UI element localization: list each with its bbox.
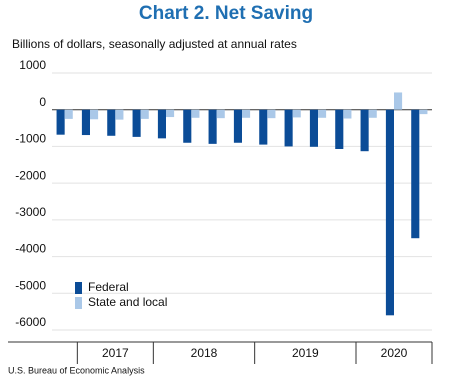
bar [242,109,251,118]
y-tick-label: -2000 [15,168,46,182]
bar [157,109,166,139]
x-group-label: 2017 [102,346,129,360]
bar [183,109,192,143]
y-tick-label: -4000 [15,242,46,256]
source: U.S. Bureau of Economic Analysis [8,365,145,375]
y-tick-label: -1000 [15,132,46,146]
bar [411,109,420,239]
bar [191,109,200,118]
bar [385,109,394,316]
y-tick-label: -5000 [15,278,46,292]
bar [208,109,217,144]
bar [419,109,428,115]
x-group-label: 2018 [191,346,218,360]
bar [360,109,369,152]
bar [309,109,318,147]
legend-label: State and local [88,295,167,309]
bar [259,109,268,145]
legend-label: Federal [88,280,129,294]
y-tick-label: 0 [39,95,46,109]
bar [292,109,301,118]
bar [107,109,116,136]
chart-subtitle: Billions of dollars, seasonally adjusted… [12,37,297,51]
x-group-label: 2020 [381,346,408,360]
legend-swatch [75,297,82,309]
bar [335,109,344,149]
bar [284,109,293,147]
y-tick-label: 1000 [19,58,46,72]
chart-title: Chart 2. Net Saving [139,3,313,24]
x-group-label: 2019 [292,346,319,360]
legend-swatch [75,282,82,294]
bar [233,109,242,143]
bar [81,109,90,136]
bar [267,109,276,119]
bar [132,109,141,137]
bar [368,109,377,118]
bar [90,109,99,120]
bar [140,109,149,119]
bar [166,109,175,118]
bar [343,109,352,119]
bar [64,109,73,119]
y-tick-label: -6000 [15,315,46,329]
bar [318,109,327,118]
bar [115,109,124,120]
bar [56,109,65,135]
bar [216,109,225,119]
bar [394,92,403,110]
y-tick-label: -3000 [15,205,46,219]
